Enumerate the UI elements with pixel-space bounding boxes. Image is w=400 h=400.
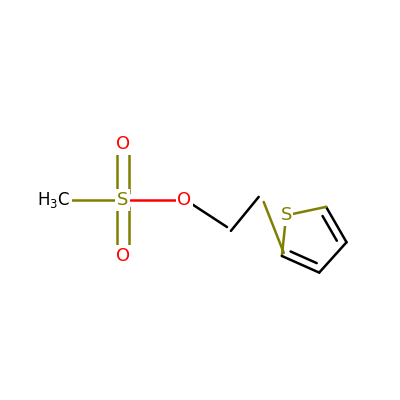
Text: S: S	[117, 191, 128, 209]
Text: S: S	[280, 206, 292, 224]
Text: H$_3$C: H$_3$C	[37, 190, 70, 210]
Text: O: O	[116, 247, 130, 265]
Text: O: O	[178, 191, 192, 209]
Text: O: O	[116, 135, 130, 153]
